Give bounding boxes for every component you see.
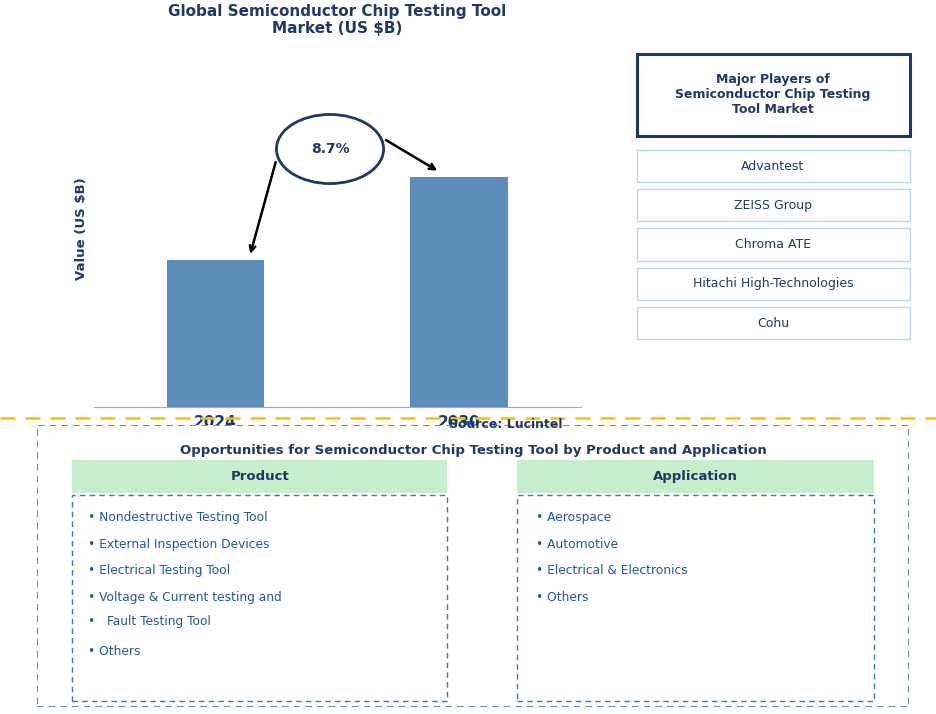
- FancyBboxPatch shape: [636, 54, 909, 136]
- FancyBboxPatch shape: [72, 460, 446, 493]
- FancyBboxPatch shape: [636, 189, 909, 221]
- FancyBboxPatch shape: [636, 307, 909, 339]
- FancyBboxPatch shape: [517, 496, 873, 701]
- Text: • Automotive: • Automotive: [535, 538, 618, 550]
- Text: Source: Lucintel: Source: Lucintel: [448, 418, 562, 431]
- FancyBboxPatch shape: [37, 425, 908, 707]
- Text: • Nondestructive Testing Tool: • Nondestructive Testing Tool: [88, 511, 268, 524]
- Text: • External Inspection Devices: • External Inspection Devices: [88, 538, 270, 550]
- Text: Cohu: Cohu: [756, 316, 788, 330]
- Text: Advantest: Advantest: [740, 159, 804, 173]
- Text: • Aerospace: • Aerospace: [535, 511, 610, 524]
- Text: • Electrical Testing Tool: • Electrical Testing Tool: [88, 565, 230, 578]
- Text: ZEISS Group: ZEISS Group: [733, 198, 812, 212]
- Text: 8.7%: 8.7%: [311, 142, 349, 156]
- Text: Opportunities for Semiconductor Chip Testing Tool by Product and Application: Opportunities for Semiconductor Chip Tes…: [180, 443, 766, 457]
- Title: Global Semiconductor Chip Testing Tool
Market (US $B): Global Semiconductor Chip Testing Tool M…: [168, 4, 505, 36]
- Text: •   Fault Testing Tool: • Fault Testing Tool: [88, 615, 211, 628]
- Bar: [410, 176, 507, 407]
- Text: Product: Product: [230, 470, 289, 483]
- FancyBboxPatch shape: [72, 496, 446, 701]
- Text: Hitachi High-Technologies: Hitachi High-Technologies: [692, 277, 853, 291]
- Text: • Others: • Others: [535, 591, 588, 604]
- FancyBboxPatch shape: [636, 228, 909, 261]
- Text: • Electrical & Electronics: • Electrical & Electronics: [535, 565, 687, 578]
- Y-axis label: Value (US $B): Value (US $B): [75, 177, 88, 280]
- FancyBboxPatch shape: [636, 150, 909, 182]
- FancyBboxPatch shape: [517, 460, 873, 493]
- Text: Application: Application: [652, 470, 737, 483]
- Bar: [167, 260, 264, 407]
- Text: • Voltage & Current testing and: • Voltage & Current testing and: [88, 591, 282, 604]
- Text: • Others: • Others: [88, 645, 140, 658]
- Text: Major Players of
Semiconductor Chip Testing
Tool Market: Major Players of Semiconductor Chip Test…: [675, 73, 870, 116]
- Text: Chroma ATE: Chroma ATE: [734, 238, 811, 251]
- FancyBboxPatch shape: [636, 268, 909, 300]
